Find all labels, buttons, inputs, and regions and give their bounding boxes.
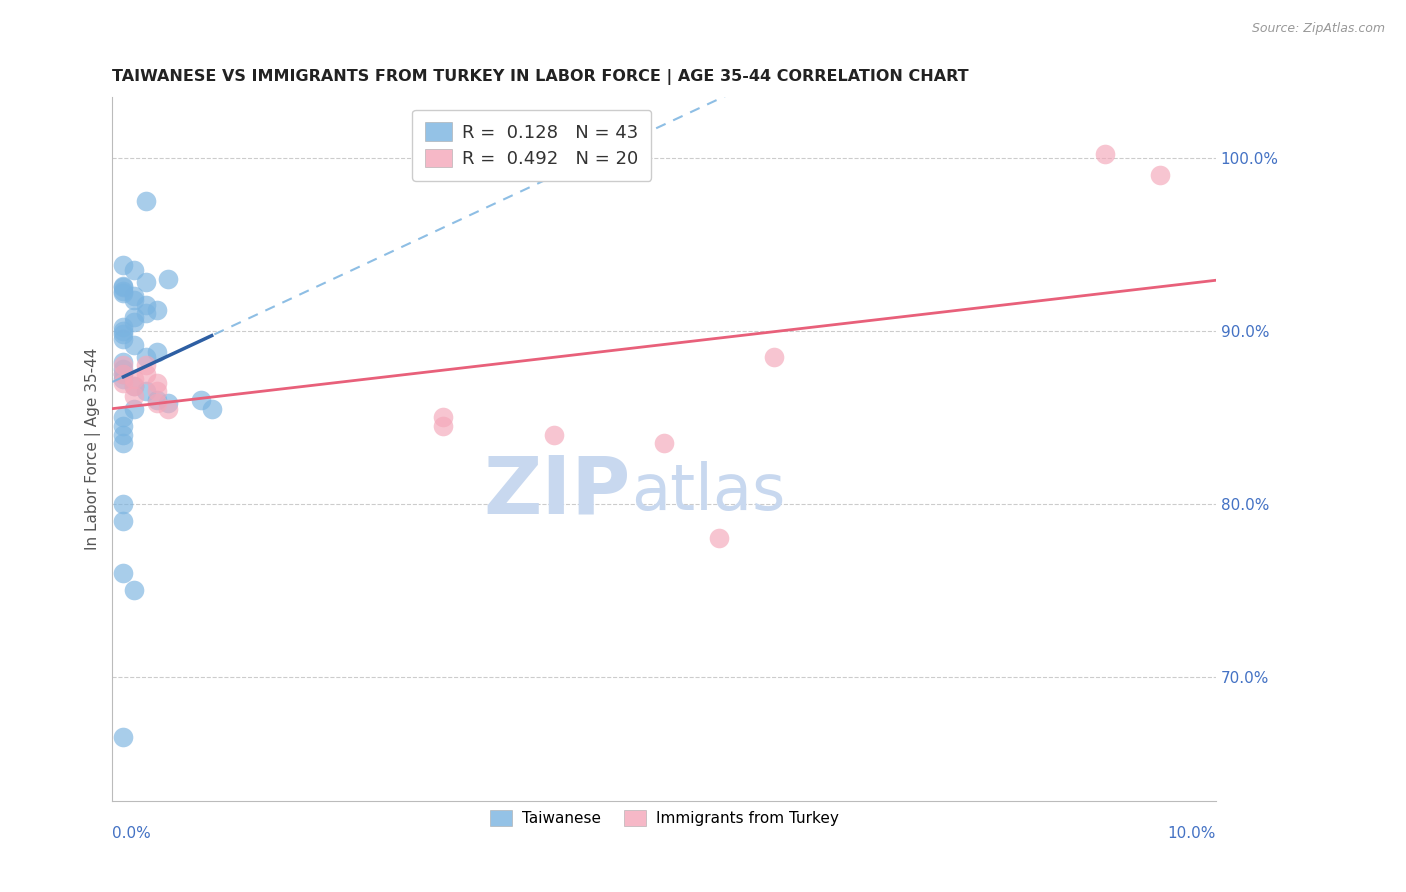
Point [112,359,135,373]
Text: atlas: atlas [631,460,786,523]
Point [124,289,146,303]
Point [1094,147,1116,161]
Point [134,306,156,320]
Point [112,280,135,294]
Point [112,566,135,580]
Point [124,379,146,393]
Point [112,427,135,442]
Point [124,315,146,329]
Text: Source: ZipAtlas.com: Source: ZipAtlas.com [1251,22,1385,36]
Point [145,396,167,410]
Point [432,410,454,425]
Point [124,263,146,277]
Point [112,376,135,390]
Point [124,379,146,393]
Point [112,497,135,511]
Point [112,731,135,745]
Point [134,367,156,381]
Point [112,284,135,298]
Point [156,272,179,286]
Point [124,293,146,307]
Text: 0.0%: 0.0% [112,826,152,841]
Point [124,583,146,598]
Point [145,303,167,318]
Point [124,310,146,324]
Point [134,350,156,364]
Point [112,324,135,338]
Point [145,376,167,390]
Point [134,298,156,312]
Point [156,401,179,416]
Text: ZIP: ZIP [484,452,631,531]
Point [652,436,675,450]
Point [112,367,135,381]
Text: TAIWANESE VS IMMIGRANTS FROM TURKEY IN LABOR FORCE | AGE 35-44 CORRELATION CHART: TAIWANESE VS IMMIGRANTS FROM TURKEY IN L… [112,69,969,85]
Point [112,436,135,450]
Point [543,427,565,442]
Point [112,367,135,381]
Point [201,401,224,416]
Point [1149,168,1171,182]
Point [134,359,156,373]
Point [156,396,179,410]
Point [124,372,146,386]
Point [124,337,146,351]
Point [134,275,156,289]
Point [112,320,135,334]
Point [134,384,156,399]
Point [112,372,135,386]
Point [112,327,135,342]
Y-axis label: In Labor Force | Age 35-44: In Labor Force | Age 35-44 [86,348,101,550]
Point [112,355,135,369]
Point [112,410,135,425]
Point [112,285,135,300]
Point [124,401,146,416]
Point [709,532,731,546]
Point [763,350,786,364]
Point [112,332,135,346]
Point [112,418,135,433]
Point [112,258,135,272]
Point [124,389,146,403]
Point [112,278,135,293]
Point [432,418,454,433]
Point [145,384,167,399]
Point [134,194,156,208]
Text: 10.0%: 10.0% [1167,826,1216,841]
Point [145,392,167,407]
Point [112,514,135,528]
Point [190,392,212,407]
Legend: Taiwanese, Immigrants from Turkey: Taiwanese, Immigrants from Turkey [484,805,845,832]
Point [145,344,167,359]
Point [112,361,135,376]
